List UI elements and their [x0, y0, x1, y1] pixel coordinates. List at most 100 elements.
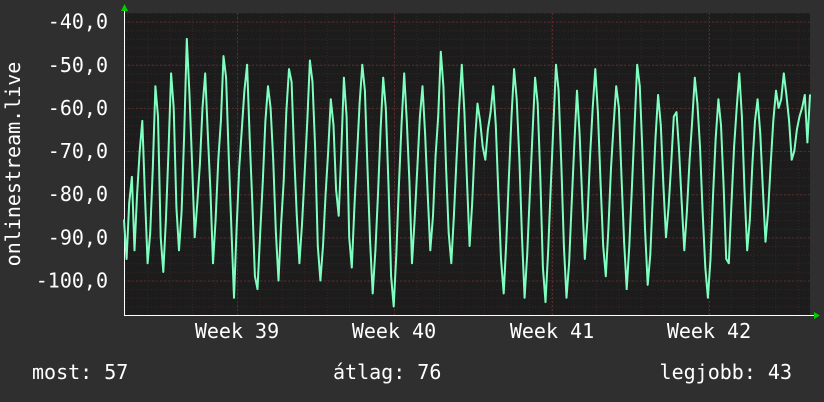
data-point	[167, 150, 170, 153]
data-point	[243, 89, 246, 92]
axes	[121, 4, 820, 319]
data-point	[125, 258, 128, 260]
x-tick-label: Week 41	[510, 319, 594, 343]
data-point	[199, 163, 201, 165]
data-point	[492, 85, 495, 88]
data-point	[691, 120, 694, 122]
best-value-label: legjobb: 43	[659, 360, 792, 384]
data-point	[641, 150, 644, 153]
data-point	[214, 219, 217, 222]
data-point	[356, 154, 358, 157]
data-point	[568, 262, 570, 265]
y-axis-label: onlinestream.live	[1, 62, 25, 267]
data-point	[337, 214, 340, 217]
data-point	[526, 253, 529, 256]
data-point	[442, 85, 445, 88]
data-point	[340, 150, 343, 153]
data-point	[309, 59, 311, 62]
data-point	[696, 102, 699, 105]
data-point	[293, 154, 296, 157]
data-point	[178, 249, 180, 252]
data-point	[248, 137, 251, 140]
data-point	[400, 124, 403, 127]
data-point	[762, 189, 764, 191]
data-point	[769, 163, 772, 165]
data-point	[754, 120, 756, 122]
data-point	[159, 236, 162, 239]
stats-bar: most: 57 átlag: 76 legjobb: 43	[0, 360, 824, 390]
data-point	[476, 102, 479, 105]
data-point	[345, 115, 348, 118]
data-point	[235, 227, 238, 230]
data-point	[144, 193, 146, 196]
data-point	[489, 111, 492, 114]
data-point	[589, 154, 591, 157]
data-point	[662, 184, 665, 187]
data-point	[764, 240, 767, 243]
data-point	[466, 180, 468, 183]
data-point	[741, 115, 743, 118]
data-point	[379, 128, 382, 131]
data-point	[282, 180, 285, 183]
data-point	[505, 240, 508, 243]
data-point	[497, 193, 500, 196]
data-point	[534, 76, 536, 79]
data-point	[468, 245, 471, 247]
data-point	[413, 219, 416, 222]
data-point	[303, 171, 306, 174]
data-point	[484, 158, 487, 161]
data-point	[322, 245, 324, 247]
data-point	[290, 81, 293, 83]
data-point	[343, 76, 345, 79]
data-point	[188, 94, 191, 96]
data-point	[576, 89, 578, 92]
data-point	[555, 63, 557, 66]
data-point	[623, 240, 625, 243]
data-point	[644, 227, 646, 230]
data-point	[518, 158, 521, 161]
data-point	[269, 107, 272, 109]
data-point	[447, 232, 450, 234]
data-point	[594, 68, 597, 70]
data-point	[384, 107, 387, 109]
data-point	[633, 124, 636, 127]
data-point	[707, 296, 709, 299]
data-point	[280, 223, 282, 226]
data-point	[602, 245, 605, 247]
data-point	[591, 107, 594, 109]
data-point	[180, 210, 183, 213]
data-point	[332, 124, 335, 127]
data-point	[424, 132, 426, 135]
data-point	[709, 258, 712, 260]
data-point	[620, 176, 623, 178]
data-point	[193, 236, 196, 239]
data-point	[631, 184, 633, 187]
data-point	[502, 292, 505, 295]
data-point	[500, 258, 502, 260]
x-axis-arrow	[814, 312, 820, 319]
data-point	[217, 158, 220, 161]
data-point	[222, 55, 225, 57]
data-point	[403, 72, 406, 75]
data-point	[450, 262, 453, 265]
data-point	[725, 258, 728, 260]
data-point	[714, 137, 717, 140]
data-point	[646, 283, 649, 286]
data-point	[377, 193, 379, 196]
data-point	[123, 219, 125, 222]
y-tick-label: -90,0	[48, 225, 108, 249]
data-point	[759, 132, 762, 135]
data-point	[138, 150, 141, 153]
data-point	[756, 98, 759, 101]
data-point	[667, 206, 670, 209]
data-point	[238, 167, 241, 170]
data-point	[411, 262, 413, 265]
data-point	[727, 262, 730, 265]
y-tick-label: -100,0	[36, 268, 108, 292]
data-point	[361, 63, 364, 66]
data-point	[272, 158, 275, 161]
data-point	[426, 193, 429, 196]
data-point	[772, 120, 775, 122]
data-point	[463, 111, 466, 114]
